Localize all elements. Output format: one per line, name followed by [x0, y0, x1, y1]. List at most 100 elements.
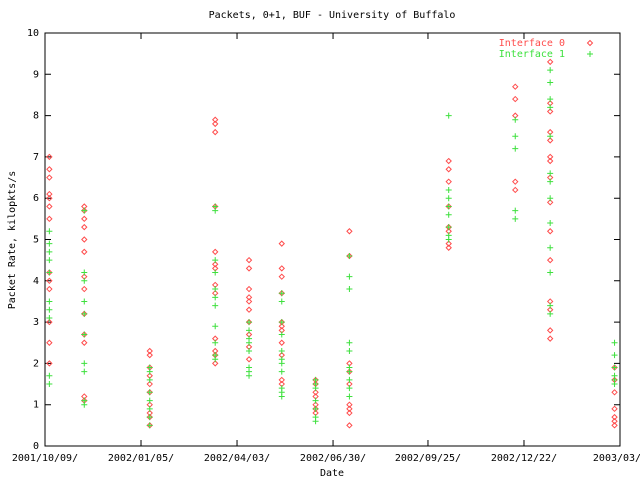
data-point	[445, 240, 452, 247]
data-point	[278, 319, 285, 326]
data-point	[611, 422, 618, 429]
x-tick-label: 2003/03/2	[593, 453, 640, 464]
data-point	[146, 414, 153, 421]
data-point	[547, 244, 554, 251]
data-point	[146, 351, 153, 359]
data-point	[346, 422, 353, 429]
data-point	[547, 178, 554, 185]
data-point	[245, 298, 253, 305]
data-point	[278, 339, 285, 346]
data-point	[246, 372, 253, 379]
data-point	[81, 339, 88, 346]
data-point	[346, 385, 353, 392]
data-point	[611, 405, 618, 413]
data-point	[547, 67, 554, 74]
data-point	[246, 327, 253, 334]
y-tick-label: 3	[33, 317, 39, 328]
y-axis-label: Packet Rate, kilopkts/s	[7, 171, 18, 309]
data-point	[146, 397, 153, 404]
data-point	[212, 269, 219, 276]
data-point	[81, 223, 88, 231]
data-point	[278, 376, 285, 384]
data-point	[611, 381, 618, 388]
data-point	[46, 194, 53, 202]
data-point	[46, 215, 53, 223]
data-point	[445, 236, 452, 243]
data-point	[81, 360, 88, 367]
data-point	[546, 228, 554, 235]
data-point	[212, 248, 219, 256]
data-point	[245, 356, 253, 363]
y-tick-label: 10	[27, 28, 39, 39]
data-point	[547, 269, 554, 276]
data-point	[445, 166, 452, 173]
data-point	[46, 381, 53, 388]
data-point	[546, 335, 554, 342]
data-point	[46, 166, 53, 173]
data-point	[346, 368, 353, 375]
data-point	[212, 323, 219, 330]
x-tick-label: 2001/10/09/	[12, 453, 78, 464]
data-point	[81, 248, 88, 256]
data-point	[312, 385, 319, 392]
y-tick-label: 7	[33, 152, 39, 163]
data-point	[46, 372, 53, 379]
data-point	[46, 360, 53, 367]
data-point	[81, 236, 88, 243]
data-point	[546, 58, 554, 66]
data-point	[245, 294, 253, 301]
data-point	[512, 215, 519, 222]
y-tick-label: 6	[33, 193, 39, 204]
data-point	[146, 405, 153, 412]
y-tick-label: 8	[33, 111, 39, 122]
data-point	[46, 339, 53, 346]
data-point	[278, 368, 285, 375]
data-point	[212, 207, 219, 214]
data-point	[445, 195, 452, 202]
data-point	[546, 199, 554, 206]
data-point	[212, 128, 219, 136]
data-point	[278, 360, 285, 367]
data-point	[278, 273, 285, 280]
data-point	[81, 215, 88, 223]
data-point	[546, 153, 554, 161]
data-point	[512, 133, 519, 140]
data-point	[46, 285, 53, 293]
data-point	[611, 339, 618, 346]
legend-marker	[587, 51, 593, 57]
data-point	[46, 277, 53, 285]
data-point	[611, 418, 618, 425]
data-point	[346, 253, 353, 260]
data-point	[81, 368, 88, 375]
data-point	[547, 170, 554, 177]
data-point	[46, 240, 53, 247]
data-point	[81, 285, 88, 293]
data-point	[246, 339, 253, 346]
data-point	[278, 331, 285, 338]
data-point	[445, 224, 452, 231]
data-point	[278, 265, 285, 272]
data-point	[278, 298, 285, 305]
data-point	[346, 348, 353, 355]
data-point	[346, 401, 353, 408]
data-point	[512, 207, 519, 214]
data-point	[146, 347, 153, 355]
legend-label: Interface 0	[499, 38, 565, 49]
data-point	[547, 219, 554, 226]
data-point	[346, 405, 353, 413]
data-point	[278, 323, 285, 330]
data-point	[312, 397, 319, 404]
data-point	[46, 269, 53, 276]
y-tick-label: 2	[33, 358, 39, 369]
data-point	[46, 298, 53, 305]
x-tick-label: 2002/01/05/	[108, 453, 174, 464]
data-point	[512, 83, 519, 90]
data-point	[212, 120, 219, 128]
data-point	[346, 273, 353, 280]
data-point	[346, 393, 353, 400]
data-point	[245, 306, 253, 313]
data-point	[212, 257, 219, 264]
data-point	[278, 290, 285, 297]
chart-title: Packets, 0+1, BUF - University of Buffal…	[209, 10, 456, 21]
